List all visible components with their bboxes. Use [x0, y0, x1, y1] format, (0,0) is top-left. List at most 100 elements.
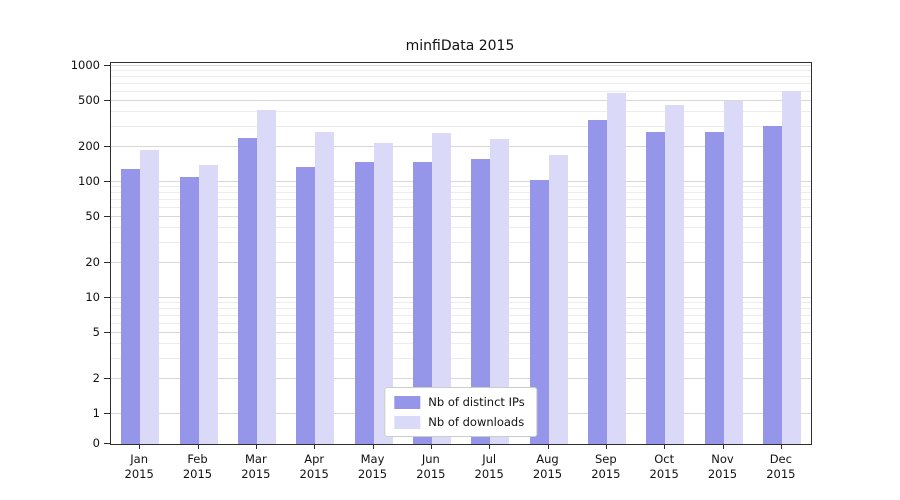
x-tick-mark	[372, 444, 374, 449]
legend: Nb of distinct IPs Nb of downloads	[384, 387, 538, 437]
x-tick-label: Jun 2015	[416, 452, 446, 481]
bar-distinct-ips	[471, 158, 491, 444]
y-tick-label: 500	[78, 92, 100, 107]
gridline-minor	[111, 76, 811, 78]
bar-downloads	[606, 93, 626, 444]
gridline-minor	[111, 192, 811, 194]
x-tick-mark	[139, 444, 141, 449]
gridline-major	[111, 65, 811, 66]
bar-downloads	[490, 138, 510, 444]
y-tick-label: 1000	[70, 58, 100, 72]
bar-downloads	[256, 109, 276, 444]
x-tick-mark	[664, 444, 666, 449]
bar-distinct-ips	[412, 162, 432, 444]
plot-area: Nb of distinct IPs Nb of downloads	[110, 62, 812, 445]
bar-distinct-ips	[529, 179, 549, 444]
x-tick-label: Dec 2015	[766, 452, 796, 481]
y-tick-mark	[104, 297, 110, 298]
y-tick-label: 100	[78, 174, 100, 188]
y-tick-label: 10	[85, 290, 100, 304]
gridline-minor	[111, 198, 811, 200]
x-tick-mark	[314, 444, 316, 449]
gridline-minor	[111, 206, 811, 208]
legend-item-distinct-ips: Nb of distinct IPs	[394, 395, 525, 409]
legend-swatch-downloads	[394, 415, 421, 429]
x-tick-label: Oct 2015	[649, 452, 679, 481]
bar-downloads	[198, 165, 218, 444]
x-tick-label: Jul 2015	[474, 452, 504, 481]
gridline-minor	[111, 322, 811, 324]
gridline-major	[111, 99, 811, 101]
gridline-minor	[111, 343, 811, 345]
gridline-minor	[111, 70, 811, 72]
y-tick-mark	[104, 443, 110, 444]
x-tick-mark	[489, 444, 491, 449]
gridline-minor	[111, 308, 811, 310]
bar-distinct-ips	[704, 131, 724, 444]
x-tick-label: Apr 2015	[299, 452, 329, 481]
x-tick-label: Jan 2015	[124, 452, 154, 481]
y-tick-label: 2	[92, 371, 100, 386]
x-tick-label: Sep 2015	[591, 452, 621, 481]
y-tick-label: 20	[85, 255, 100, 270]
bar-distinct-ips	[179, 177, 199, 444]
x-tick-mark	[605, 444, 607, 449]
bar-distinct-ips	[237, 137, 257, 444]
gridline-minor	[111, 227, 811, 229]
bar-distinct-ips	[296, 166, 316, 444]
y-tick-label: 0	[92, 436, 100, 450]
y-tick-mark	[104, 331, 110, 333]
bar-downloads	[373, 143, 393, 444]
y-tick-mark	[104, 378, 110, 380]
bar-distinct-ips	[762, 125, 782, 444]
bar-downloads	[781, 90, 801, 444]
y-tick-mark	[104, 146, 110, 148]
y-tick-label: 50	[85, 208, 100, 223]
bar-downloads	[548, 155, 568, 444]
gridline-major	[111, 297, 811, 298]
gridline-minor	[111, 302, 811, 304]
gridline-minor	[111, 82, 811, 84]
gridline-major	[111, 146, 811, 148]
x-tick-label: Mar 2015	[241, 452, 271, 481]
bar-downloads	[140, 149, 160, 444]
chart-title: minfiData 2015	[405, 38, 515, 54]
legend-swatch-distinct-ips	[394, 395, 421, 409]
y-tick-mark	[104, 65, 110, 66]
legend-label-downloads: Nb of downloads	[428, 415, 525, 429]
gridline-major	[111, 378, 811, 380]
gridline-minor	[111, 357, 811, 359]
x-tick-mark	[197, 444, 199, 449]
x-tick-mark	[547, 444, 549, 449]
bar-downloads	[723, 100, 743, 444]
y-tick-label: 200	[78, 139, 100, 154]
gridline-minor	[111, 111, 811, 113]
gridline-minor	[111, 186, 811, 188]
y-tick-label: 5	[92, 324, 100, 339]
gridline-minor	[111, 125, 811, 127]
gridline-minor	[111, 314, 811, 316]
x-tick-mark	[780, 444, 782, 449]
y-tick-mark	[104, 215, 110, 217]
x-tick-mark	[255, 444, 257, 449]
y-tick-mark	[104, 413, 110, 414]
x-tick-label: Nov 2015	[707, 452, 738, 481]
gridline-minor	[111, 90, 811, 92]
gridline-major	[111, 262, 811, 264]
bar-downloads	[431, 132, 451, 444]
gridline-major	[111, 181, 811, 182]
gridline-minor	[111, 241, 811, 243]
y-tick-mark	[104, 181, 110, 182]
bar-distinct-ips	[646, 131, 666, 444]
bar-distinct-ips	[587, 120, 607, 444]
legend-label-distinct-ips: Nb of distinct IPs	[428, 395, 525, 409]
bar-distinct-ips	[354, 161, 374, 444]
y-tick-mark	[104, 262, 110, 264]
x-tick-mark	[430, 444, 432, 449]
gridline-major	[111, 215, 811, 217]
legend-item-downloads: Nb of downloads	[394, 415, 524, 429]
bar-distinct-ips	[121, 168, 141, 444]
x-tick-label: Feb 2015	[182, 452, 213, 481]
x-tick-label: Aug 2015	[532, 452, 563, 481]
